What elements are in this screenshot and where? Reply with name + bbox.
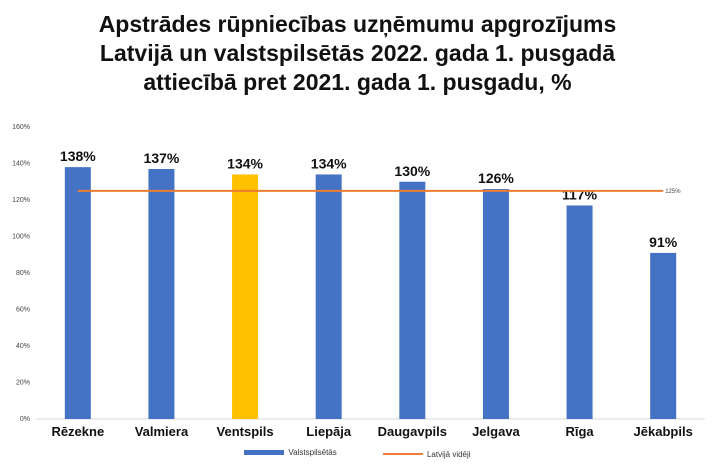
data-label-7: 91%: [649, 234, 678, 250]
y-tick-label: 60%: [16, 307, 30, 314]
y-tick-label: 80%: [16, 270, 30, 277]
data-label-0: 138%: [60, 148, 96, 164]
legend-label-bars: Valstspilsētās: [288, 448, 337, 457]
bar-1: [148, 168, 175, 419]
data-label-5: 126%: [478, 170, 514, 186]
title-line-3: attiecībā pret 2021. gada 1. pusgadu, %: [143, 69, 572, 95]
data-label-3: 134%: [311, 155, 347, 171]
y-tick-label: 140%: [12, 161, 30, 168]
data-label-6: 117%: [562, 186, 598, 202]
data-label-4: 130%: [394, 163, 430, 179]
y-tick-label: 100%: [12, 234, 30, 241]
category-label-1: Valmiera: [135, 424, 189, 439]
category-label-3: Liepāja: [306, 424, 352, 439]
legend-item-average: Latvijā vidēji: [382, 449, 471, 459]
bar-0: [64, 167, 91, 419]
legend-item-bars: Valstspilsētās: [244, 448, 337, 457]
category-label-7: Jēkabpils: [634, 424, 693, 439]
legend-swatch-average: [382, 453, 423, 455]
bar-7: [650, 252, 677, 419]
average-line-label: 125%: [665, 189, 681, 195]
y-tick-label: 40%: [16, 343, 30, 350]
title-line-2: Latvijā un valstspilsētās 2022. gada 1. …: [99, 40, 616, 66]
category-label-4: Daugavpils: [378, 424, 447, 439]
y-tick-label: 160%: [12, 124, 30, 131]
bar-3: [315, 174, 342, 419]
data-label-2: 134%: [227, 155, 263, 171]
bar-6: [566, 205, 593, 419]
bar-4: [399, 181, 426, 419]
bar-5: [482, 189, 509, 419]
category-label-0: Rēzekne: [51, 424, 104, 439]
bar-2: [232, 174, 259, 419]
chart-title: Apstrādes rūpniecības uzņēmumu apgrozīju…: [0, 10, 715, 97]
y-tick-label: 20%: [16, 380, 30, 387]
category-label-5: Jelgava: [472, 424, 520, 439]
category-label-6: Rīga: [565, 424, 594, 439]
data-label-1: 137%: [144, 150, 180, 166]
legend: Valstspilsētās Latvijā vidēji: [0, 448, 715, 459]
category-label-2: Ventspils: [217, 424, 274, 439]
y-tick-label: 0%: [20, 416, 30, 423]
legend-label-average: Latvijā vidēji: [426, 449, 471, 459]
y-tick-label: 120%: [12, 197, 30, 204]
legend-swatch-bars: [244, 450, 285, 455]
title-line-1: Apstrādes rūpniecības uzņēmumu apgrozīju…: [98, 11, 617, 37]
